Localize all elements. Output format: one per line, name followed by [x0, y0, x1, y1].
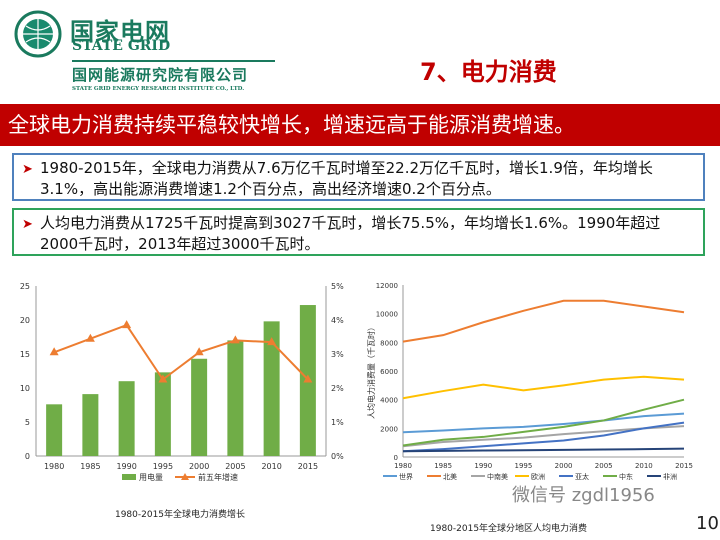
- series-line: [402, 398, 685, 447]
- y-tick-label: 0: [394, 454, 398, 462]
- x-tick-label: 1985: [80, 462, 100, 471]
- x-tick-label: 1990: [116, 462, 136, 471]
- x-tick-label: 2015: [298, 462, 318, 471]
- x-tick-label: 1980: [394, 462, 412, 470]
- line-point: [267, 337, 277, 346]
- bar: [46, 404, 63, 456]
- legend-marker: [181, 473, 189, 480]
- y2-tick-label: 5%: [331, 282, 344, 291]
- y2-tick-label: 4%: [331, 316, 344, 325]
- x-tick-label: 1990: [474, 462, 492, 470]
- series-line: [402, 447, 685, 453]
- line-point: [194, 347, 204, 356]
- x-tick-label: 2005: [595, 462, 613, 470]
- x-tick-label: 2000: [555, 462, 573, 470]
- y-tick-label: 20: [20, 316, 30, 325]
- y-tick-label: 10: [20, 384, 30, 393]
- logo-text-en: STATE GRID: [72, 38, 171, 54]
- series-line: [402, 412, 685, 434]
- x-tick-label: 2010: [261, 462, 281, 471]
- y-tick-label: 2000: [380, 425, 398, 433]
- bullet-box-2: ➤ 人均电力消费从1725千瓦时提高到3027千瓦时，增长75.5%，年均增长1.…: [12, 208, 705, 256]
- bar: [227, 340, 244, 456]
- legend-label: 亚太: [575, 472, 589, 481]
- chart-caption: 1980-2015年全球电力消费增长: [115, 508, 245, 520]
- series-line: [402, 375, 685, 400]
- x-tick-label: 1995: [153, 462, 173, 471]
- growth-line: [53, 323, 309, 381]
- series-line: [402, 299, 685, 343]
- y-tick-label: 8000: [380, 339, 398, 347]
- y2-tick-label: 3%: [331, 350, 344, 359]
- line-point: [49, 347, 59, 356]
- legend-label: 非洲: [663, 472, 677, 481]
- bullet-box-1: ➤ 1980-2015年，全球电力消费从7.6万亿千瓦时增至22.2万亿千瓦时，增…: [12, 153, 705, 201]
- x-tick-label: 1980: [44, 462, 64, 471]
- bar: [263, 321, 280, 456]
- x-tick-label: 2015: [675, 462, 693, 470]
- y2-tick-label: 0%: [331, 452, 344, 461]
- y-tick-label: 15: [20, 350, 30, 359]
- institute-name-en: STATE GRID ENERGY RESEARCH INSTITUTE CO.…: [72, 86, 245, 92]
- legend-swatch: [122, 474, 136, 480]
- legend-label: 中南美: [487, 472, 508, 481]
- institute-name-cn: 国网能源研究院有限公司: [72, 66, 249, 84]
- chart-caption: 1980-2015年全球分地区人均电力消费: [430, 522, 587, 534]
- line-point: [303, 374, 313, 383]
- y-tick-label: 25: [20, 282, 30, 291]
- bullet-text: 人均电力消费从1725千瓦时提高到3027千瓦时，增长75.5%，年均增长1.6…: [40, 214, 661, 253]
- y-tick-label: 12000: [376, 282, 398, 290]
- legend-label: 用电量: [139, 472, 163, 482]
- y2-tick-label: 2%: [331, 384, 344, 393]
- line-point: [230, 335, 240, 344]
- x-tick-label: 2010: [635, 462, 653, 470]
- bar: [118, 381, 135, 456]
- bullet-text: 1980-2015年，全球电力消费从7.6万亿千瓦时增至22.2万亿千瓦时，增长…: [40, 159, 653, 198]
- bar: [154, 372, 171, 456]
- bar: [82, 394, 99, 456]
- y-tick-label: 10000: [376, 311, 398, 319]
- y-tick-label: 5: [25, 418, 30, 427]
- headline-banner: 全球电力消费持续平稳较快增长，增速远高于能源消费增速。: [0, 104, 720, 146]
- legend-label: 中东: [619, 472, 633, 481]
- logo-divider: [72, 60, 275, 62]
- legend-label: 世界: [399, 472, 413, 481]
- arrow-bullet-icon: ➤: [22, 162, 33, 177]
- watermark: 微信号 zgdl1956: [512, 485, 655, 506]
- legend-label: 前五年增速: [198, 472, 238, 482]
- line-point: [85, 333, 95, 342]
- legend-label: 北美: [443, 472, 457, 481]
- logo-text-cn: 国家电网: [70, 18, 170, 46]
- state-grid-logo-icon: [14, 10, 62, 58]
- series-line: [402, 421, 685, 453]
- y-axis-label: 人均电力消费量（千瓦时）: [366, 323, 376, 419]
- line-point: [158, 374, 168, 383]
- x-tick-label: 2000: [189, 462, 209, 471]
- y-tick-label: 0: [25, 452, 30, 461]
- y-tick-label: 4000: [380, 397, 398, 405]
- x-tick-label: 1995: [515, 462, 533, 470]
- x-tick-label: 2005: [225, 462, 245, 471]
- y2-tick-label: 1%: [331, 418, 344, 427]
- bar: [191, 358, 208, 456]
- arrow-bullet-icon: ➤: [22, 217, 33, 232]
- y-tick-label: 6000: [380, 368, 398, 376]
- line-point: [122, 320, 132, 329]
- legend-label: 欧洲: [531, 472, 545, 481]
- page-number: 10: [696, 513, 719, 534]
- slide-title: 7、电力消费: [420, 58, 557, 86]
- x-tick-label: 1985: [434, 462, 452, 470]
